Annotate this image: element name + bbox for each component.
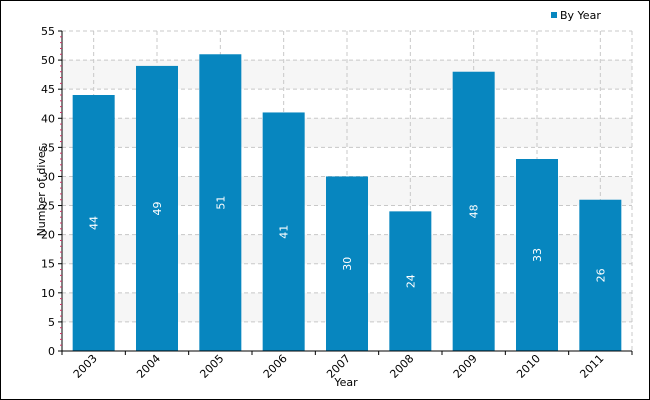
y-tick-label: 35	[41, 141, 55, 154]
x-tick-label-2006: 2006	[261, 352, 290, 381]
data-label-2004: 49	[151, 201, 164, 215]
bar-2007[interactable]	[326, 176, 368, 351]
legend-label-by-year: By Year	[560, 9, 601, 22]
x-tick-label-2011: 2011	[577, 352, 606, 381]
data-label-2007: 30	[341, 257, 354, 271]
bar-2011[interactable]	[579, 199, 622, 351]
y-tick-label: 5	[48, 316, 55, 329]
x-tick-label-2008: 2008	[387, 352, 416, 381]
bar-2003[interactable]	[72, 95, 115, 351]
y-tick-label: 10	[41, 287, 55, 300]
y-tick-label: 50	[41, 54, 55, 67]
y-tick-labels: 0 5 10 15 20 25 30 35 40 45 50 55	[41, 25, 55, 358]
bar-2006[interactable]	[262, 112, 305, 351]
y-tick-label: 40	[41, 112, 55, 125]
x-tick-label-2005: 2005	[197, 352, 226, 381]
x-axis-title: Year	[333, 376, 358, 389]
axes	[58, 30, 633, 355]
x-tick-label-2009: 2009	[451, 352, 480, 381]
data-label-2003: 44	[88, 216, 101, 230]
legend[interactable]: By Year	[551, 9, 601, 22]
y-tick-label: 25	[41, 200, 55, 213]
bar-2009[interactable]	[452, 71, 495, 352]
bar-2005[interactable]	[199, 54, 242, 351]
legend-swatch-by-year	[551, 12, 557, 18]
y-tick-label: 45	[41, 83, 55, 96]
y-tick-label: 55	[41, 25, 55, 38]
x-tick-label-2010: 2010	[514, 352, 543, 381]
y-tick-label: 20	[41, 229, 55, 242]
x-tick-label-2003: 2003	[71, 352, 100, 381]
data-label-2011: 26	[594, 268, 607, 282]
data-label-2008: 24	[404, 274, 417, 288]
data-label-2010: 33	[531, 248, 544, 262]
bars: 44 49 51 41 30 24 48 33 26	[72, 54, 622, 352]
data-label-2006: 41	[278, 225, 291, 239]
y-tick-label: 30	[41, 170, 55, 183]
y-tick-label: 0	[48, 345, 55, 358]
x-tick-label-2004: 2004	[134, 352, 163, 381]
bar-2008[interactable]	[389, 211, 432, 351]
y-axis-title: Number of dives	[35, 145, 48, 236]
y-tick-label: 15	[41, 258, 55, 271]
bar-2010[interactable]	[516, 159, 558, 351]
data-label-2009: 48	[468, 204, 481, 218]
bar-2004[interactable]	[136, 65, 178, 351]
data-label-2005: 51	[214, 196, 227, 210]
